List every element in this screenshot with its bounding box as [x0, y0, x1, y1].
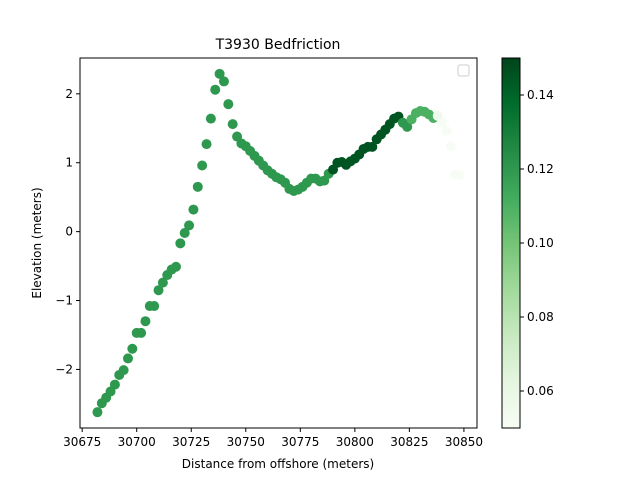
colorbar-tick-label: 0.10 — [527, 236, 554, 250]
data-point — [192, 181, 203, 192]
data-point — [214, 68, 225, 79]
data-points — [92, 68, 465, 418]
data-point — [402, 121, 413, 132]
data-point — [437, 117, 448, 128]
data-point — [179, 228, 190, 239]
x-tick-label: 30850 — [445, 435, 483, 449]
x-tick-label: 30825 — [390, 435, 428, 449]
x-tick-label: 30750 — [227, 435, 265, 449]
colorbar-tick-label: 0.14 — [527, 88, 554, 102]
data-point — [140, 316, 151, 327]
data-point — [197, 160, 208, 171]
y-axis-ticks: −2 −1 0 1 2 — [55, 87, 80, 376]
data-point — [149, 301, 160, 312]
y-tick-label: −2 — [55, 362, 73, 376]
data-point — [92, 407, 103, 418]
data-point — [157, 277, 168, 288]
data-point — [223, 99, 234, 110]
data-point — [118, 365, 129, 376]
data-point — [188, 204, 199, 215]
x-tick-label: 30675 — [63, 435, 101, 449]
data-point — [218, 76, 229, 87]
data-point — [367, 141, 378, 152]
legend-box — [457, 64, 470, 77]
data-point — [441, 126, 452, 137]
colorbar-tick-label: 0.06 — [527, 384, 554, 398]
data-point — [454, 170, 465, 181]
x-tick-label: 30775 — [281, 435, 319, 449]
data-point — [184, 220, 195, 231]
chart-title: T3930 Bedfriction — [215, 37, 341, 53]
x-axis-label: Distance from offshore (meters) — [182, 457, 374, 471]
data-point — [205, 113, 216, 124]
y-tick-label: −1 — [55, 294, 73, 308]
y-tick-label: 2 — [65, 87, 73, 101]
data-point — [227, 119, 238, 130]
data-point — [175, 238, 186, 249]
data-point — [210, 84, 221, 95]
x-tick-label: 30700 — [118, 435, 156, 449]
colorbar-ticks: 0.06 0.08 0.10 0.12 0.14 — [520, 88, 554, 398]
data-point — [445, 141, 456, 152]
data-point — [170, 261, 181, 272]
data-point — [153, 285, 164, 296]
y-tick-label: 1 — [65, 156, 73, 170]
colorbar-tick-label: 0.08 — [527, 310, 554, 324]
data-point — [136, 327, 147, 338]
data-point — [109, 379, 120, 390]
y-axis-label: Elevation (meters) — [30, 187, 44, 298]
x-tick-label: 30800 — [336, 435, 374, 449]
data-point — [201, 139, 212, 150]
data-point — [127, 343, 138, 354]
x-tick-label: 30725 — [172, 435, 210, 449]
data-point — [122, 353, 133, 364]
plot-frame — [79, 57, 478, 429]
x-axis-ticks: 30675 30700 30725 30750 30775 30800 30825 30850 — [63, 428, 483, 449]
colorbar-tick-label: 0.12 — [527, 162, 554, 176]
y-tick-label: 0 — [65, 225, 73, 239]
colorbar — [501, 57, 521, 429]
